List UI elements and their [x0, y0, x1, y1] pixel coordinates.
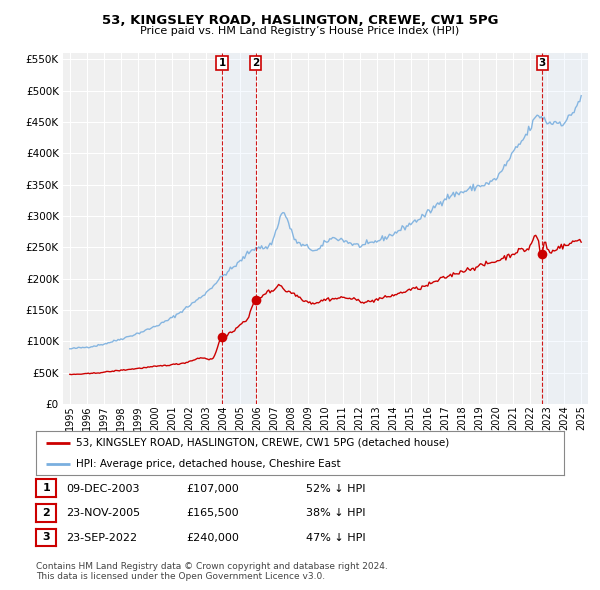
Bar: [222, 53, 256, 404]
Text: Contains HM Land Registry data © Crown copyright and database right 2024.
This d: Contains HM Land Registry data © Crown c…: [36, 562, 388, 581]
Text: £165,500: £165,500: [186, 509, 239, 518]
Bar: [542, 53, 588, 404]
Text: £107,000: £107,000: [186, 484, 239, 493]
Text: 53, KINGSLEY ROAD, HASLINGTON, CREWE, CW1 5PG: 53, KINGSLEY ROAD, HASLINGTON, CREWE, CW…: [102, 14, 498, 27]
Text: 09-DEC-2003: 09-DEC-2003: [66, 484, 139, 493]
Text: 1: 1: [218, 58, 226, 68]
Text: 47% ↓ HPI: 47% ↓ HPI: [306, 533, 365, 543]
Text: HPI: Average price, detached house, Cheshire East: HPI: Average price, detached house, Ches…: [76, 459, 340, 469]
Text: 1: 1: [43, 483, 50, 493]
Text: 3: 3: [539, 58, 546, 68]
Text: £240,000: £240,000: [186, 533, 239, 543]
Text: 2: 2: [43, 508, 50, 517]
Text: Price paid vs. HM Land Registry’s House Price Index (HPI): Price paid vs. HM Land Registry’s House …: [140, 26, 460, 36]
Text: 53, KINGSLEY ROAD, HASLINGTON, CREWE, CW1 5PG (detached house): 53, KINGSLEY ROAD, HASLINGTON, CREWE, CW…: [76, 438, 449, 448]
Text: 38% ↓ HPI: 38% ↓ HPI: [306, 509, 365, 518]
Text: 2: 2: [252, 58, 259, 68]
Text: 23-NOV-2005: 23-NOV-2005: [66, 509, 140, 518]
Text: 3: 3: [43, 533, 50, 542]
Text: 23-SEP-2022: 23-SEP-2022: [66, 533, 137, 543]
Text: 52% ↓ HPI: 52% ↓ HPI: [306, 484, 365, 493]
